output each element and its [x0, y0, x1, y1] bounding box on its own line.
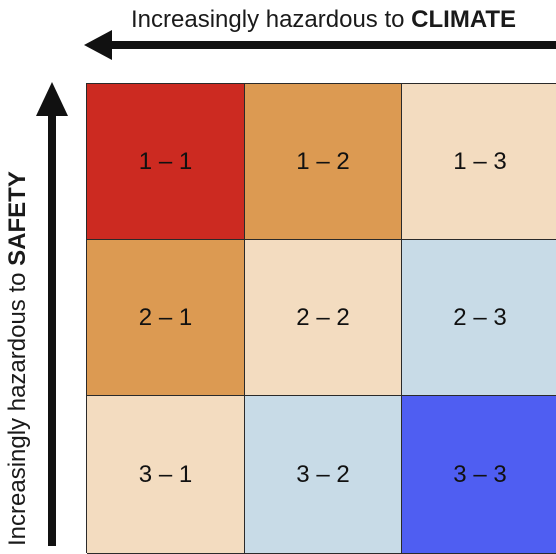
- matrix-cell-1-2: 1 – 2: [245, 84, 402, 240]
- matrix-cell-1-3: 1 – 3: [402, 84, 556, 240]
- hazard-matrix: 1 – 1 1 – 2 1 – 3 2 – 1 2 – 2 2 – 3 3 – …: [86, 83, 556, 554]
- safety-axis-label-text: Increasingly hazardous to: [4, 265, 31, 547]
- matrix-cell-2-2: 2 – 2: [245, 240, 402, 396]
- matrix-cell-1-1: 1 – 1: [87, 84, 245, 240]
- climate-axis-label-keyword: CLIMATE: [411, 6, 517, 33]
- matrix-cell-2-3: 2 – 3: [402, 240, 556, 396]
- up-pointing-arrow-icon: [36, 82, 68, 546]
- left-arrow-head: [84, 30, 112, 60]
- climate-axis-label: Increasingly hazardous to CLIMATE: [131, 6, 556, 34]
- left-arrow-shaft: [106, 41, 556, 49]
- up-arrow-shaft: [48, 110, 56, 546]
- matrix-cell-3-3: 3 – 3: [402, 396, 556, 554]
- safety-axis-label: Increasingly hazardous to SAFETY: [4, 126, 32, 546]
- matrix-cell-2-1: 2 – 1: [87, 240, 245, 396]
- climate-axis-label-text: Increasingly hazardous to: [131, 6, 412, 33]
- up-arrow-head: [36, 82, 68, 116]
- matrix-cell-3-1: 3 – 1: [87, 396, 245, 554]
- safety-axis-label-keyword: SAFETY: [4, 171, 31, 266]
- left-pointing-arrow-icon: [84, 30, 556, 60]
- matrix-cell-3-2: 3 – 2: [245, 396, 402, 554]
